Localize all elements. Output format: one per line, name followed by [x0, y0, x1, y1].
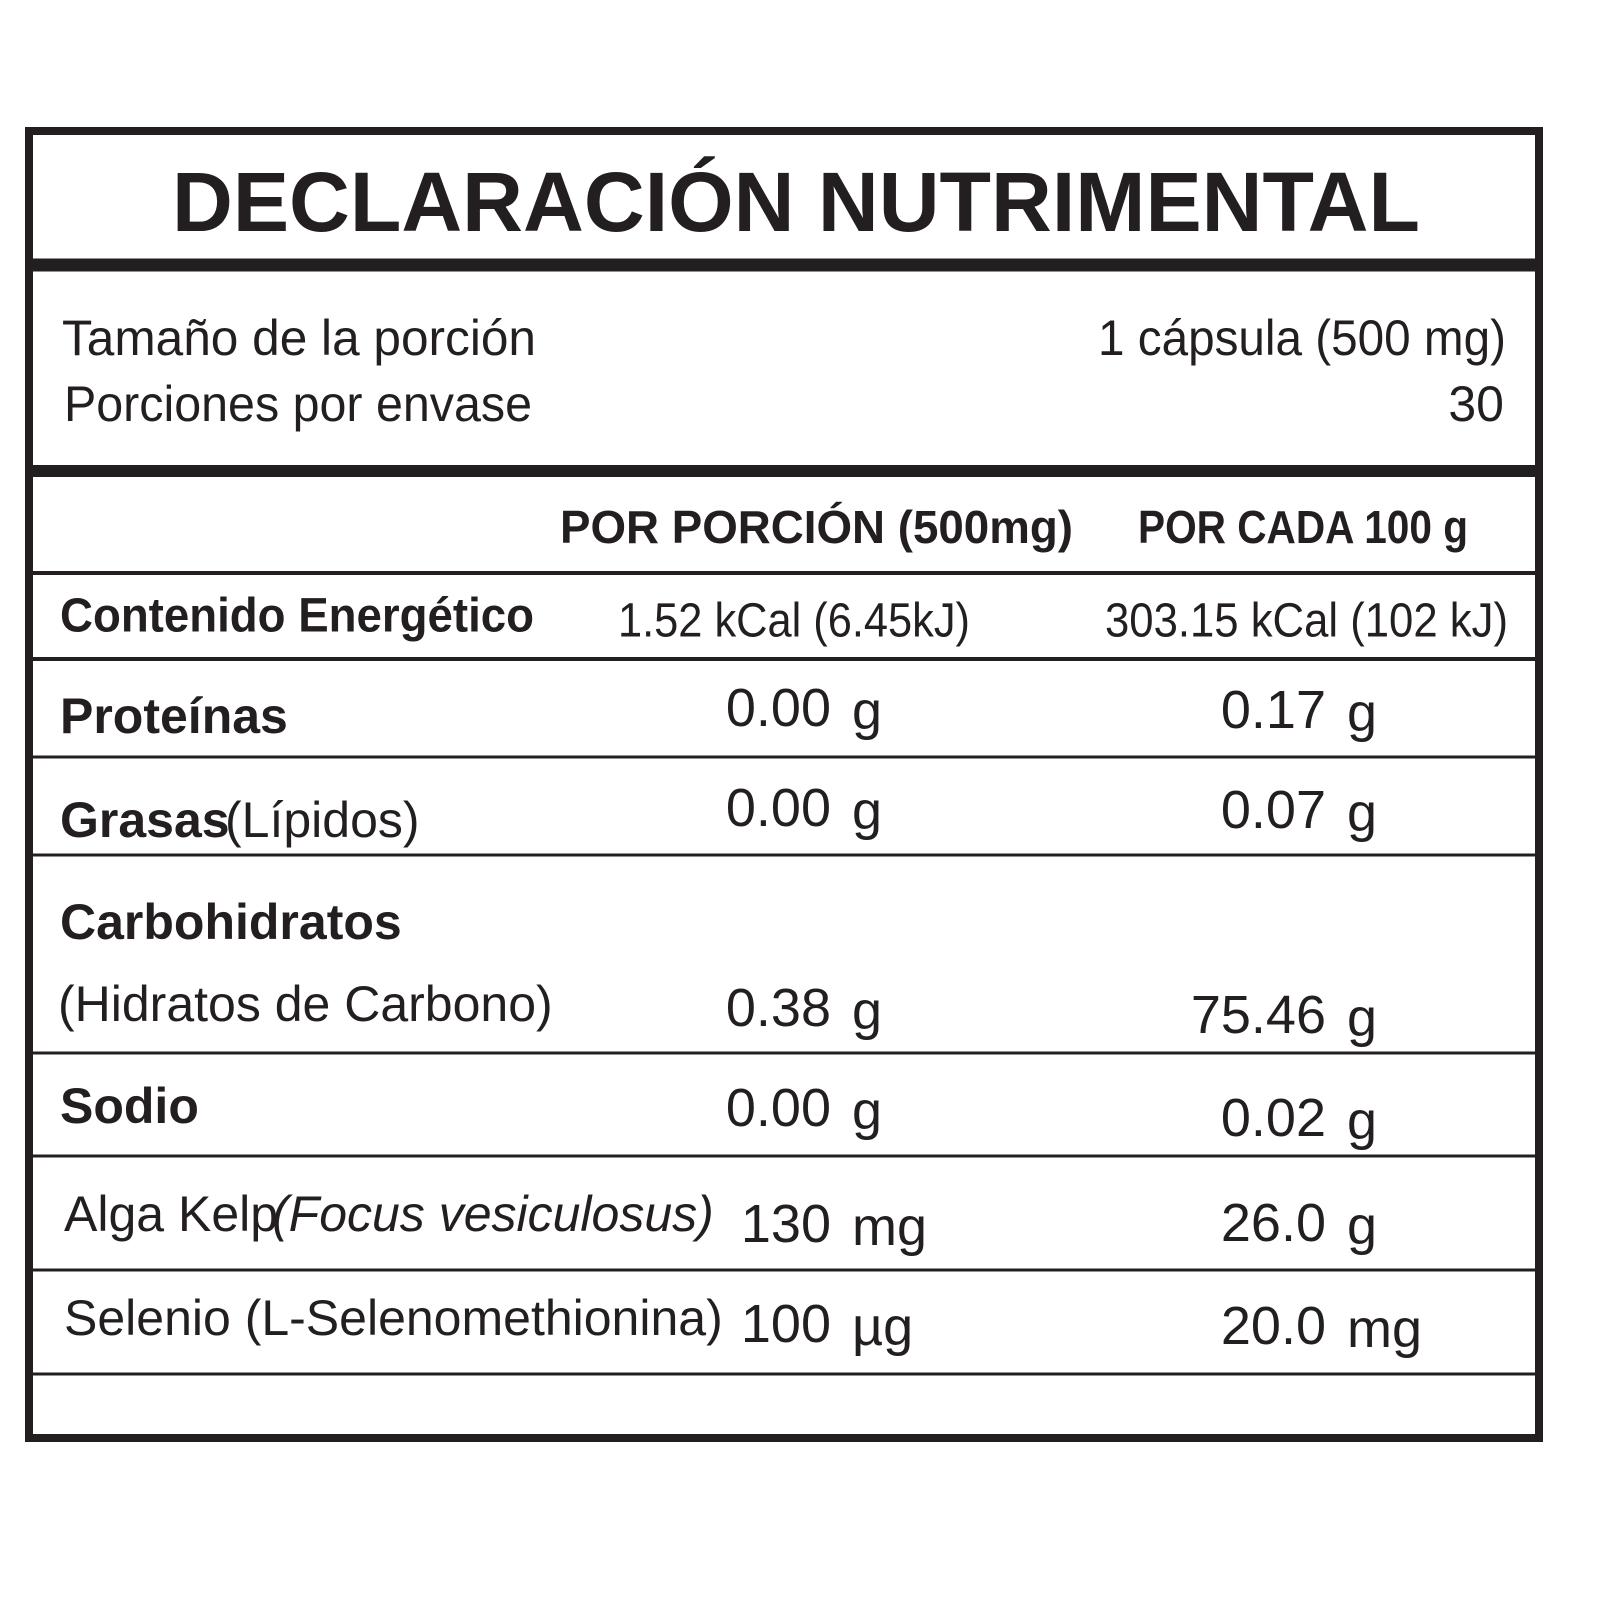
amount: 0.07	[1221, 780, 1326, 840]
amount: 0.00	[726, 678, 831, 738]
energy-label: Contenido Energético	[60, 590, 534, 643]
serving-size-value: 1 cápsula (500 mg)	[1098, 310, 1506, 366]
row-label: Proteínas	[60, 688, 288, 744]
unit: g	[1347, 988, 1377, 1048]
amount: 0.00	[726, 778, 831, 838]
unit: µg	[852, 1297, 913, 1357]
unit: g	[852, 1081, 882, 1141]
unit: g	[1347, 683, 1377, 743]
unit: g	[852, 981, 882, 1041]
row-label: Grasas	[60, 792, 230, 848]
outer-border	[25, 127, 1543, 1442]
unit: g	[1347, 1196, 1377, 1256]
row-note: (Focus vesiculosus)	[272, 1186, 714, 1242]
unit: g	[1347, 1091, 1377, 1151]
unit: mg	[852, 1197, 927, 1257]
energy-per-100g: 303.15 kCal (102 kJ)	[1105, 595, 1508, 648]
column-header: POR PORCIÓN (500mg)	[560, 501, 1073, 553]
amount: 0.00	[726, 1078, 831, 1138]
amount: 0.38	[726, 978, 831, 1038]
row-label: Alga Kelp	[64, 1186, 278, 1242]
servings-label: Porciones por envase	[64, 376, 532, 432]
row-note: (Hidratos de Carbono)	[58, 976, 553, 1032]
servings-value: 30	[1448, 376, 1504, 432]
amount: 20.0	[1221, 1296, 1326, 1356]
amount: 75.46	[1191, 985, 1326, 1045]
serving-size-label: Tamaño de la porción	[62, 310, 536, 366]
energy-per-serving: 1.52 kCal (6.45kJ)	[618, 595, 970, 648]
unit: g	[1347, 783, 1377, 843]
column-header: POR CADA 100 g	[1138, 501, 1468, 553]
amount: 130	[741, 1194, 831, 1254]
row-label: Sodio	[60, 1078, 199, 1134]
row-label: Carbohidratos	[60, 894, 402, 950]
row-note: (Lípidos)	[225, 792, 420, 848]
unit: g	[852, 681, 882, 741]
unit: g	[852, 781, 882, 841]
amount: 26.0	[1221, 1193, 1326, 1253]
title: DECLARACIÓN NUTRIMENTAL	[172, 155, 1420, 249]
amount: 0.02	[1221, 1088, 1326, 1148]
unit: mg	[1347, 1299, 1422, 1359]
row-label: Selenio (L-Selenomethionina)	[64, 1290, 723, 1346]
amount: 100	[741, 1294, 831, 1354]
amount: 0.17	[1221, 680, 1326, 740]
